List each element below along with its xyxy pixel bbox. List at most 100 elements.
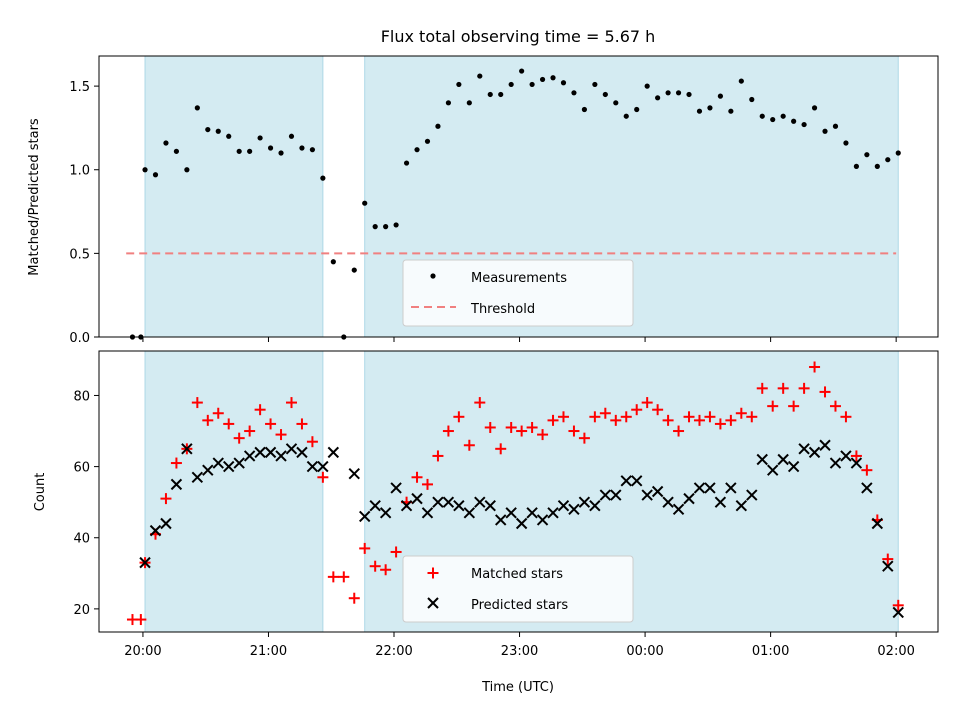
predicted-star-point-b [882,560,894,572]
predicted-star-point-b [275,450,287,462]
legend-cross-glyph-b [427,597,439,609]
predicted-star-point-b [212,457,224,469]
predicted-star-point [651,485,664,498]
predicted-star-point [327,446,340,459]
predicted-star-point [243,450,256,462]
measurement-point [487,91,493,98]
measurement-point [885,157,891,163]
matched-star-point [223,418,235,430]
legend-cross-glyph [427,597,439,609]
x-tick-label: 20:00 [124,644,161,659]
measurement-point [383,224,389,230]
x-tick-label: 22:00 [375,644,412,659]
predicted-star-point-b [578,496,591,508]
measurement-point [707,105,713,111]
matched-star-point [777,382,789,394]
matched-star-point [191,397,203,409]
matched-star-point [673,425,685,437]
legend-predicted-marker [427,597,439,609]
predicted-star-point-b [191,471,204,483]
predicted-star-point [631,475,643,487]
predicted-star-point-b [746,489,758,501]
predicted-star-point [808,446,821,459]
predicted-star-point-b [484,500,496,512]
predicted-star-point [819,439,831,451]
matched-star-point [317,471,329,483]
shaded-interval [144,350,324,633]
predicted-star-point-b [787,460,800,473]
predicted-star-point-b [432,496,444,508]
measurement-point [686,91,692,98]
predicted-star-point [484,500,496,512]
matched-star-point [244,425,256,437]
matched-star-point [380,564,392,576]
matched-star-point [233,432,245,444]
y-tick-label: 0.5 [69,247,90,262]
predicted-star-point-b [693,482,706,494]
matched-star-point [756,382,768,394]
measurement-point [330,259,336,265]
measurement-point [236,148,242,154]
matched-star-point [767,400,779,412]
predicted-star-point-b [651,485,664,498]
predicted-star-point [725,482,737,494]
measurement-point [560,80,567,86]
predicted-star-point-b [798,443,810,455]
predicted-star-point [285,443,298,455]
legend-matched-label: Matched stars [471,567,563,582]
predicted-star-point [693,482,706,494]
measurement-point [267,145,274,151]
predicted-star-point [672,503,685,515]
matched-star-point [135,614,147,626]
measurement-point [811,105,818,111]
predicted-star-point [191,471,204,483]
predicted-star-point [149,524,162,537]
matched-star-point [735,407,747,419]
measurement-point [571,90,577,96]
measurement-point [665,90,671,96]
predicted-star-point [683,492,695,505]
predicted-star-point-b [139,556,151,569]
matched-star-point [683,411,695,423]
predicted-star-point [453,500,465,512]
predicted-star-point-b [463,507,476,519]
predicted-star-point [829,457,842,469]
predicted-star-point [379,507,392,519]
measurement-point [299,145,305,151]
measurement-point [895,150,901,156]
measurement-point [592,81,598,88]
bottom-axes-frame [98,350,939,633]
predicted-star-point [264,446,277,459]
bottom-legend-box [402,555,634,623]
matched-star-point [285,397,297,409]
predicted-star-point [181,443,193,455]
measurement-point [853,163,860,169]
measurement-point [602,91,608,98]
matched-star-point [526,421,538,433]
matched-star-point [390,546,402,558]
predicted-star-point-b [327,446,340,459]
y-tick-label: 40 [73,532,90,547]
predicted-star-point-b [264,446,277,459]
predicted-star-point-b [202,464,214,476]
y-tick-label: 60 [73,461,90,476]
predicted-star-point-b [453,500,465,512]
matched-star-point [557,411,569,423]
top-panel: 0.0 0.5 1.0 1.5 Matched/Predicted stars Mea… [27,55,939,346]
measurement-point [634,106,640,113]
matched-star-point [882,553,894,565]
x-tick-label: 23:00 [501,644,538,659]
measurement-point [738,78,744,84]
legend-plus-glyph [427,567,439,579]
matched-star-point [537,429,549,441]
predicted-star-point-b [756,453,768,466]
legend-matched-marker [427,567,439,579]
matched-star-point [693,414,705,426]
predicted-star-point-b [233,457,245,469]
measurement-point [351,267,357,273]
measurement-point [288,133,295,139]
predicted-star-point [777,453,789,466]
matched-star-point [348,592,360,604]
predicted-star-point-b [348,468,360,480]
measurement-point [393,222,399,228]
